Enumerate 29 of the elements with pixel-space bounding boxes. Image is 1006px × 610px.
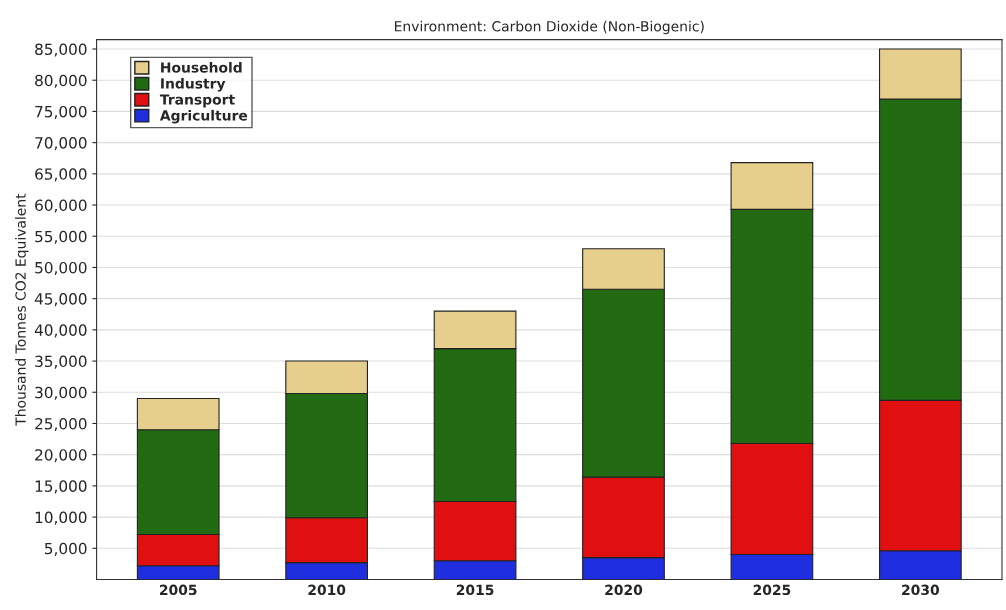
- y-axis-title: Thousand Tonnes CO2 Equivalent: [15, 193, 29, 426]
- y-tick-label: 45,000: [34, 293, 87, 307]
- x-tick-label: 2015: [456, 584, 494, 596]
- x-tick-label: 2005: [159, 584, 197, 596]
- x-tick-label: 2020: [605, 584, 643, 596]
- y-tick-label: 60,000: [35, 199, 87, 213]
- y-tick-label: 30,000: [35, 386, 87, 400]
- y-tick-label: 20,000: [35, 449, 87, 463]
- legend-label: Agriculture: [159, 109, 248, 124]
- y-tick-label: 40,000: [34, 324, 87, 338]
- y-tick-label: 80,000: [35, 74, 87, 88]
- y-tick-label: 25,000: [35, 417, 87, 432]
- legend-label: Transport: [159, 94, 235, 108]
- y-tick-label: 70,000: [35, 137, 87, 151]
- chart-title: Environment: Carbon Dioxide (Non-Biogenic): [395, 20, 704, 35]
- y-tick-label: 85,000: [35, 43, 87, 57]
- y-tick-label: 65,000: [35, 168, 87, 182]
- y-tick-label: 15,000: [35, 480, 87, 494]
- y-tick-label: 50,000: [35, 261, 87, 276]
- y-tick-label: 55,000: [35, 230, 87, 244]
- legend-label: Industry: [161, 77, 226, 92]
- y-tick-label: 35,000: [35, 355, 87, 369]
- y-tick-label: 75,000: [35, 105, 87, 119]
- x-tick-label: 2030: [902, 584, 940, 596]
- y-tick-label: 10,000: [35, 511, 87, 525]
- x-tick-label: 2010: [308, 584, 346, 596]
- y-tick-label: 5,000: [44, 542, 87, 556]
- legend-label: Household: [161, 61, 242, 73]
- x-tick-label: 2025: [753, 584, 791, 596]
